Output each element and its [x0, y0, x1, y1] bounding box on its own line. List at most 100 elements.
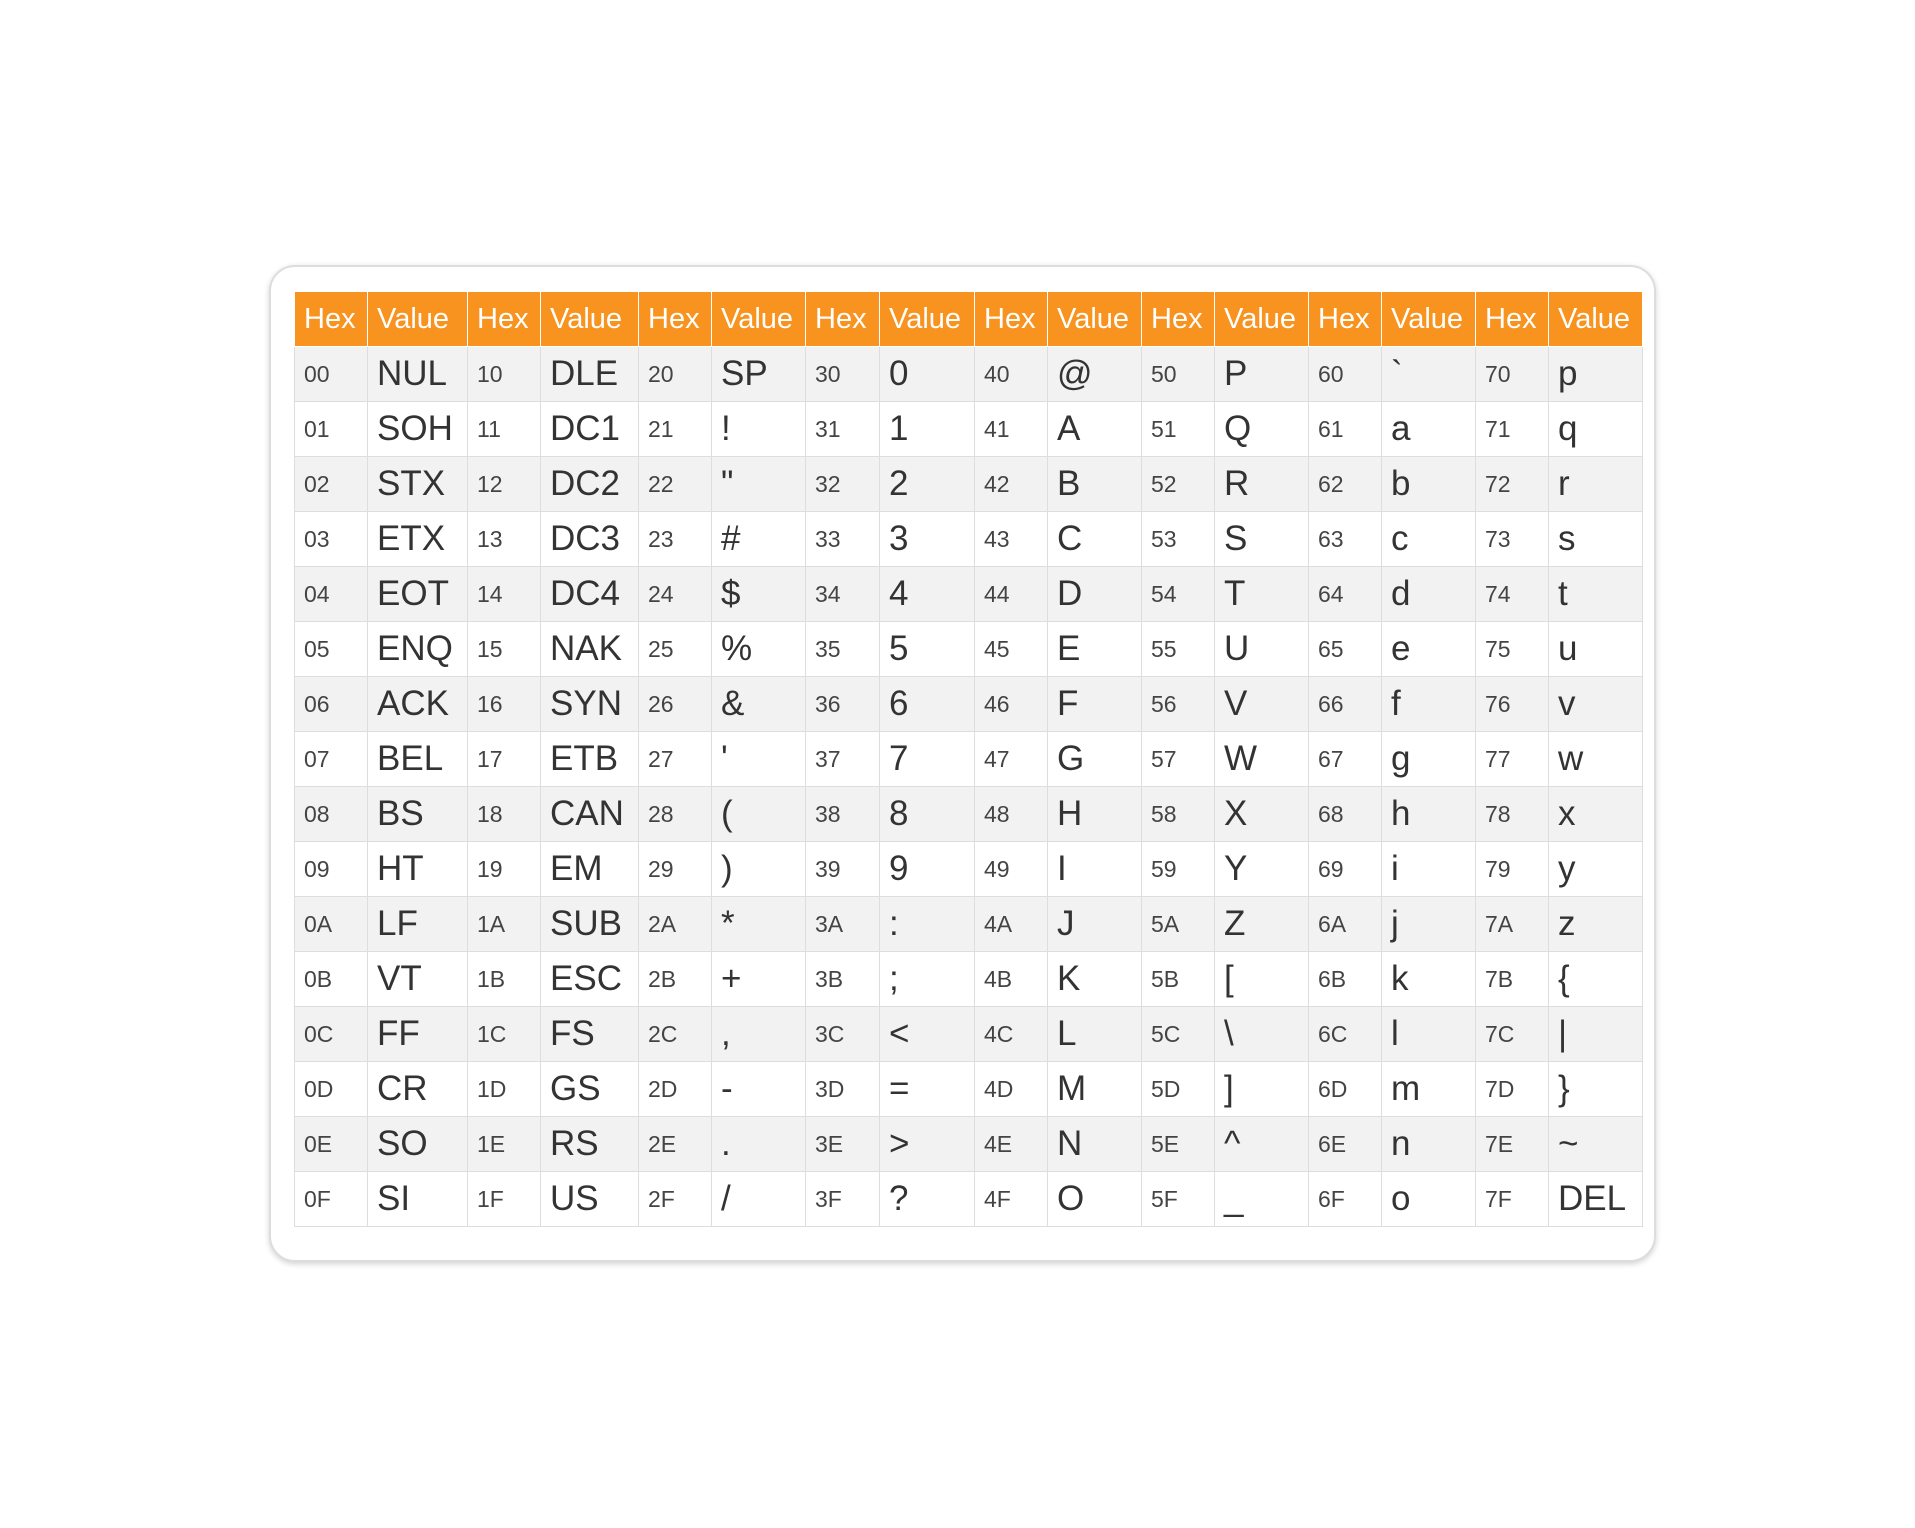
value-cell: D: [1047, 566, 1142, 622]
value-cell: STX: [367, 456, 468, 512]
value-cell: 2: [879, 456, 975, 512]
table-row: 00 NUL 10 DLE 20 SP 30 0 40 @50 P 60 ` 70 p: [294, 346, 1643, 402]
header-value-1: Value: [540, 291, 639, 347]
header-value-7: Value: [1548, 291, 1643, 347]
value-cell: SYN: [540, 676, 639, 732]
table-row: 0F SI 1F US 2F/3F? 4F O 5F _ 6F o 7F DEL: [294, 1171, 1643, 1227]
value-cell: g: [1381, 731, 1476, 787]
value-cell: GS: [540, 1061, 639, 1117]
value-cell: ETB: [540, 731, 639, 787]
hex-cell: 0B: [294, 951, 368, 1007]
hex-cell: 7A: [1475, 896, 1549, 952]
ascii-table: Hex Value Hex Value Hex Value Hex Value Hex Value…: [294, 291, 1643, 1227]
hex-cell: 2B: [638, 951, 712, 1007]
hex-cell: 22: [638, 456, 712, 512]
hex-cell: 5A: [1141, 896, 1215, 952]
value-cell: &: [711, 676, 806, 732]
hex-cell: 04: [294, 566, 368, 622]
hex-cell: 4C: [974, 1006, 1048, 1062]
hex-cell: 3E: [805, 1116, 880, 1172]
hex-cell: 44: [974, 566, 1048, 622]
hex-cell: 74: [1475, 566, 1549, 622]
header-hex-3: Hex: [805, 291, 880, 347]
value-cell: {: [1548, 951, 1643, 1007]
value-cell: j: [1381, 896, 1476, 952]
header-hex-6: Hex: [1308, 291, 1382, 347]
header-value-2: Value: [711, 291, 806, 347]
value-cell: S: [1214, 511, 1309, 567]
value-cell: ": [711, 456, 806, 512]
hex-cell: 6E: [1308, 1116, 1382, 1172]
table-row: 07 BEL 17 ETB 27 ' 37 7 47 G 57 W 67 g 77 w: [294, 731, 1643, 787]
value-cell: m: [1381, 1061, 1476, 1117]
hex-cell: 1A: [467, 896, 541, 952]
value-cell: W: [1214, 731, 1309, 787]
hex-cell: 7D: [1475, 1061, 1549, 1117]
hex-cell: 49: [974, 841, 1048, 897]
value-cell: DC2: [540, 456, 639, 512]
value-cell: L: [1047, 1006, 1142, 1062]
value-cell: q: [1548, 401, 1643, 457]
hex-cell: 0F: [294, 1171, 368, 1227]
hex-cell: 2E: [638, 1116, 712, 1172]
value-cell: >: [879, 1116, 975, 1172]
hex-cell: 24: [638, 566, 712, 622]
value-cell: B: [1047, 456, 1142, 512]
hex-cell: 4E: [974, 1116, 1048, 1172]
table-row: 0B VT 1B ESC 2B +3B; 4B K 5B[6B k 7B{: [294, 951, 1643, 1007]
value-cell: F: [1047, 676, 1142, 732]
value-cell: ': [711, 731, 806, 787]
hex-cell: 53: [1141, 511, 1215, 567]
hex-cell: 60: [1308, 346, 1382, 402]
value-cell: C: [1047, 511, 1142, 567]
value-cell: O: [1047, 1171, 1142, 1227]
value-cell: #: [711, 511, 806, 567]
hex-cell: 4D: [974, 1061, 1048, 1117]
hex-cell: 54: [1141, 566, 1215, 622]
value-cell: ]: [1214, 1061, 1309, 1117]
table-row: 0E SO 1E RS 2E. 3E >4E N 5E ^ 6E n 7E ~: [294, 1116, 1643, 1172]
value-cell: ESC: [540, 951, 639, 1007]
value-cell: ETX: [367, 511, 468, 567]
header-hex-4: Hex: [974, 291, 1048, 347]
hex-cell: 75: [1475, 621, 1549, 677]
value-cell: 5: [879, 621, 975, 677]
value-cell: RS: [540, 1116, 639, 1172]
hex-cell: 61: [1308, 401, 1382, 457]
hex-cell: 1E: [467, 1116, 541, 1172]
value-cell: t: [1548, 566, 1643, 622]
hex-cell: 57: [1141, 731, 1215, 787]
value-cell: `: [1381, 346, 1476, 402]
hex-cell: 12: [467, 456, 541, 512]
value-cell: 1: [879, 401, 975, 457]
hex-cell: 56: [1141, 676, 1215, 732]
hex-cell: 28: [638, 786, 712, 842]
value-cell: r: [1548, 456, 1643, 512]
value-cell: FF: [367, 1006, 468, 1062]
value-cell: h: [1381, 786, 1476, 842]
hex-cell: 58: [1141, 786, 1215, 842]
hex-cell: 48: [974, 786, 1048, 842]
value-cell: |: [1548, 1006, 1643, 1062]
hex-cell: 32: [805, 456, 880, 512]
hex-cell: 62: [1308, 456, 1382, 512]
value-cell: X: [1214, 786, 1309, 842]
header-hex-0: Hex: [294, 291, 368, 347]
value-cell: ): [711, 841, 806, 897]
value-cell: <: [879, 1006, 975, 1062]
hex-cell: 25: [638, 621, 712, 677]
value-cell: ;: [879, 951, 975, 1007]
value-cell: p: [1548, 346, 1643, 402]
hex-cell: 64: [1308, 566, 1382, 622]
value-cell: P: [1214, 346, 1309, 402]
value-cell: J: [1047, 896, 1142, 952]
hex-cell: 78: [1475, 786, 1549, 842]
hex-cell: 3F: [805, 1171, 880, 1227]
value-cell: I: [1047, 841, 1142, 897]
value-cell: M: [1047, 1061, 1142, 1117]
hex-cell: 39: [805, 841, 880, 897]
hex-cell: 3C: [805, 1006, 880, 1062]
hex-cell: 2F: [638, 1171, 712, 1227]
value-cell: US: [540, 1171, 639, 1227]
hex-cell: 26: [638, 676, 712, 732]
